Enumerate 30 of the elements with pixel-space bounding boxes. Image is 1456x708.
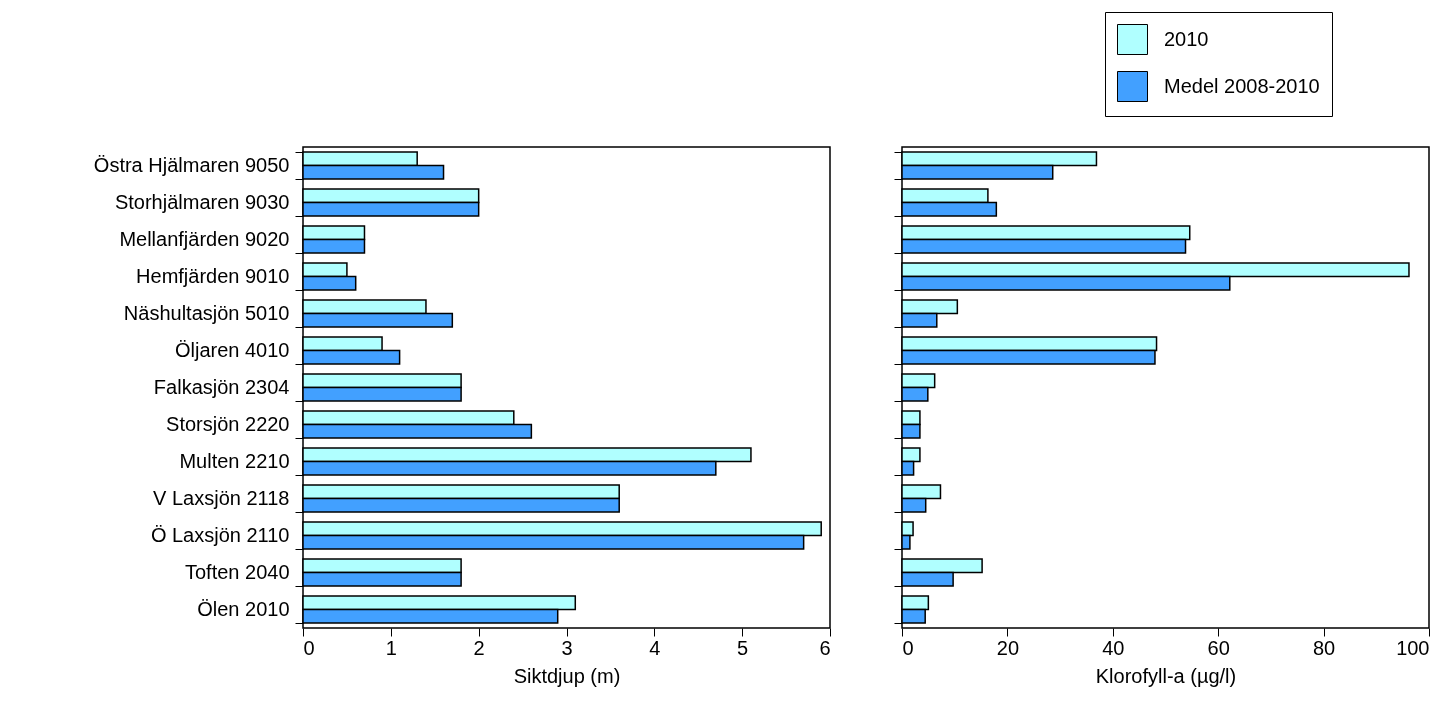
y-tick-label: Ö Laxsjön 2110 — [150, 524, 290, 546]
y-tick-label: Storsjön 2220 — [166, 413, 290, 435]
x-tick-label: 2 — [473, 636, 485, 659]
x-tick-label: 40 — [1102, 636, 1125, 659]
y-tick-label: Öljaren 4010 — [174, 339, 290, 361]
y-tick-label: Falkasjön 2304 — [153, 376, 290, 398]
y-tick-label: Näshultasjön 5010 — [123, 302, 290, 324]
legend-label: 2010 — [1164, 27, 1209, 50]
x-tick-label: 80 — [1312, 636, 1336, 659]
y-tick-label: Ölen 2010 — [197, 598, 290, 620]
x-tick-label: 5 — [737, 636, 749, 659]
y-tick-label: Storhjälmaren 9030 — [114, 191, 290, 213]
y-tick-label: Hemfjärden 9010 — [136, 265, 290, 287]
x-tick-label: 60 — [1207, 636, 1230, 659]
x-tick-label: 1 — [385, 636, 397, 659]
y-tick-label: Multen 2210 — [179, 450, 290, 472]
y-tick-label: Toften 2040 — [184, 561, 290, 583]
y-tick-label: Östra Hjälmaren 9050 — [93, 154, 290, 176]
x-tick-label: 0 — [303, 636, 315, 659]
y-tick-label: Mellanfjärden 9020 — [119, 228, 290, 250]
x-tick-label: 4 — [649, 636, 661, 659]
x-tick-label: 20 — [996, 636, 1020, 659]
x-tick-label: 100 — [1396, 636, 1430, 659]
x-tick-label: 6 — [819, 636, 831, 659]
x-axis-title: Siktdjup (m) — [513, 664, 621, 687]
y-tick-label: V Laxsjön 2118 — [153, 487, 290, 509]
x-tick-label: 0 — [902, 636, 914, 659]
legend-label: Medel 2008-2010 — [1164, 74, 1320, 97]
x-axis-title: Klorofyll-a (µg/l) — [1095, 664, 1237, 687]
x-tick-label: 3 — [561, 636, 573, 659]
